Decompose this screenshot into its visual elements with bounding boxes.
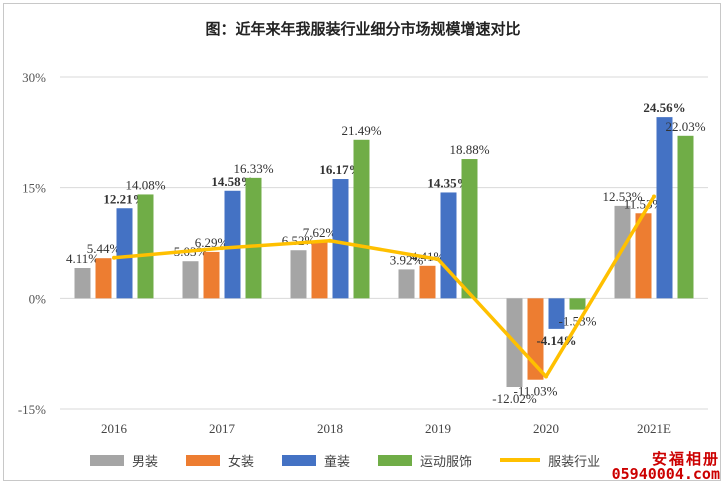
watermark: 安福相册 05940004.com — [611, 449, 720, 484]
data-label: 21.49% — [341, 123, 381, 138]
bar — [461, 159, 478, 299]
y-tick-label: 0% — [29, 291, 47, 306]
legend-label: 运动服饰 — [420, 454, 473, 470]
legend-item: 运动服饰 — [378, 451, 472, 470]
data-label: -12.02% — [492, 391, 537, 406]
legend-swatch — [500, 458, 541, 462]
legend-swatch — [282, 454, 317, 466]
chart-title: 图：近年来年我服装行业细分市场规模增速对比 — [205, 20, 521, 38]
data-label: 12.53% — [602, 189, 642, 204]
data-label: 5.44% — [87, 241, 121, 256]
legend-label: 服装行业 — [548, 454, 601, 470]
x-tick-label: 2016 — [101, 421, 128, 436]
data-label: 14.35% — [427, 175, 469, 190]
bar — [224, 190, 241, 299]
x-tick-label: 2021E — [637, 421, 671, 436]
legend-label: 女装 — [228, 454, 255, 470]
data-label: 12.21% — [103, 191, 145, 206]
watermark-line1: 安福相册 — [651, 449, 720, 468]
data-label: -11.03% — [514, 384, 558, 399]
line-point — [652, 194, 656, 199]
data-label: 16.17% — [319, 162, 361, 177]
bar — [116, 208, 133, 299]
x-tick-label: 2017 — [209, 421, 236, 436]
bar — [311, 242, 328, 299]
x-tick-label: 2019 — [425, 421, 451, 436]
x-tick-label: 2020 — [533, 421, 559, 436]
data-label: 6.29% — [195, 235, 229, 250]
bar — [419, 265, 436, 299]
watermark-line2: 05940004.com — [611, 465, 720, 484]
data-label: 24.56% — [643, 100, 685, 115]
bar — [635, 213, 652, 299]
data-label: 7.62% — [303, 225, 337, 240]
bar — [677, 135, 694, 299]
y-tick-label: -15% — [18, 402, 46, 417]
bar — [95, 258, 112, 299]
bar — [290, 250, 307, 299]
legend-label: 童装 — [324, 454, 351, 470]
line-series — [113, 195, 656, 379]
legend-item: 男装 — [90, 451, 158, 470]
bar — [332, 179, 349, 299]
bar — [440, 192, 457, 299]
legend-item: 女装 — [186, 451, 254, 470]
bar — [398, 269, 415, 299]
bar — [137, 194, 154, 299]
bar — [656, 117, 673, 299]
bar — [353, 139, 370, 299]
chart-frame — [3, 3, 721, 481]
bar — [548, 298, 565, 329]
legend: 男装 女装 童装 运动服饰 服装行业 — [90, 448, 628, 472]
bar — [569, 298, 586, 310]
line-point — [112, 255, 116, 260]
y-tick-label: 15% — [22, 181, 46, 196]
legend-swatch — [90, 454, 124, 466]
line-point — [328, 238, 332, 243]
legend-item: 服装行业 — [500, 451, 600, 470]
legend-label: 男装 — [132, 454, 159, 470]
bar — [245, 177, 262, 299]
data-label: 16.33% — [233, 161, 273, 176]
bar — [74, 268, 91, 299]
x-tick-label: 2018 — [317, 421, 343, 436]
line-point — [220, 246, 224, 251]
bar — [182, 261, 199, 299]
bar — [203, 251, 220, 299]
data-label: 22.03% — [665, 119, 705, 134]
data-label: 4.11% — [66, 251, 99, 266]
legend-swatch — [186, 454, 221, 466]
data-label: 18.88% — [449, 142, 489, 157]
legend-swatch — [378, 454, 413, 466]
legend-item: 童装 — [282, 451, 350, 470]
line-point — [436, 257, 440, 262]
data-label: 14.58% — [211, 174, 253, 189]
y-tick-label: 30% — [22, 70, 46, 85]
line-point — [544, 374, 548, 379]
data-label: 14.08% — [125, 177, 165, 192]
